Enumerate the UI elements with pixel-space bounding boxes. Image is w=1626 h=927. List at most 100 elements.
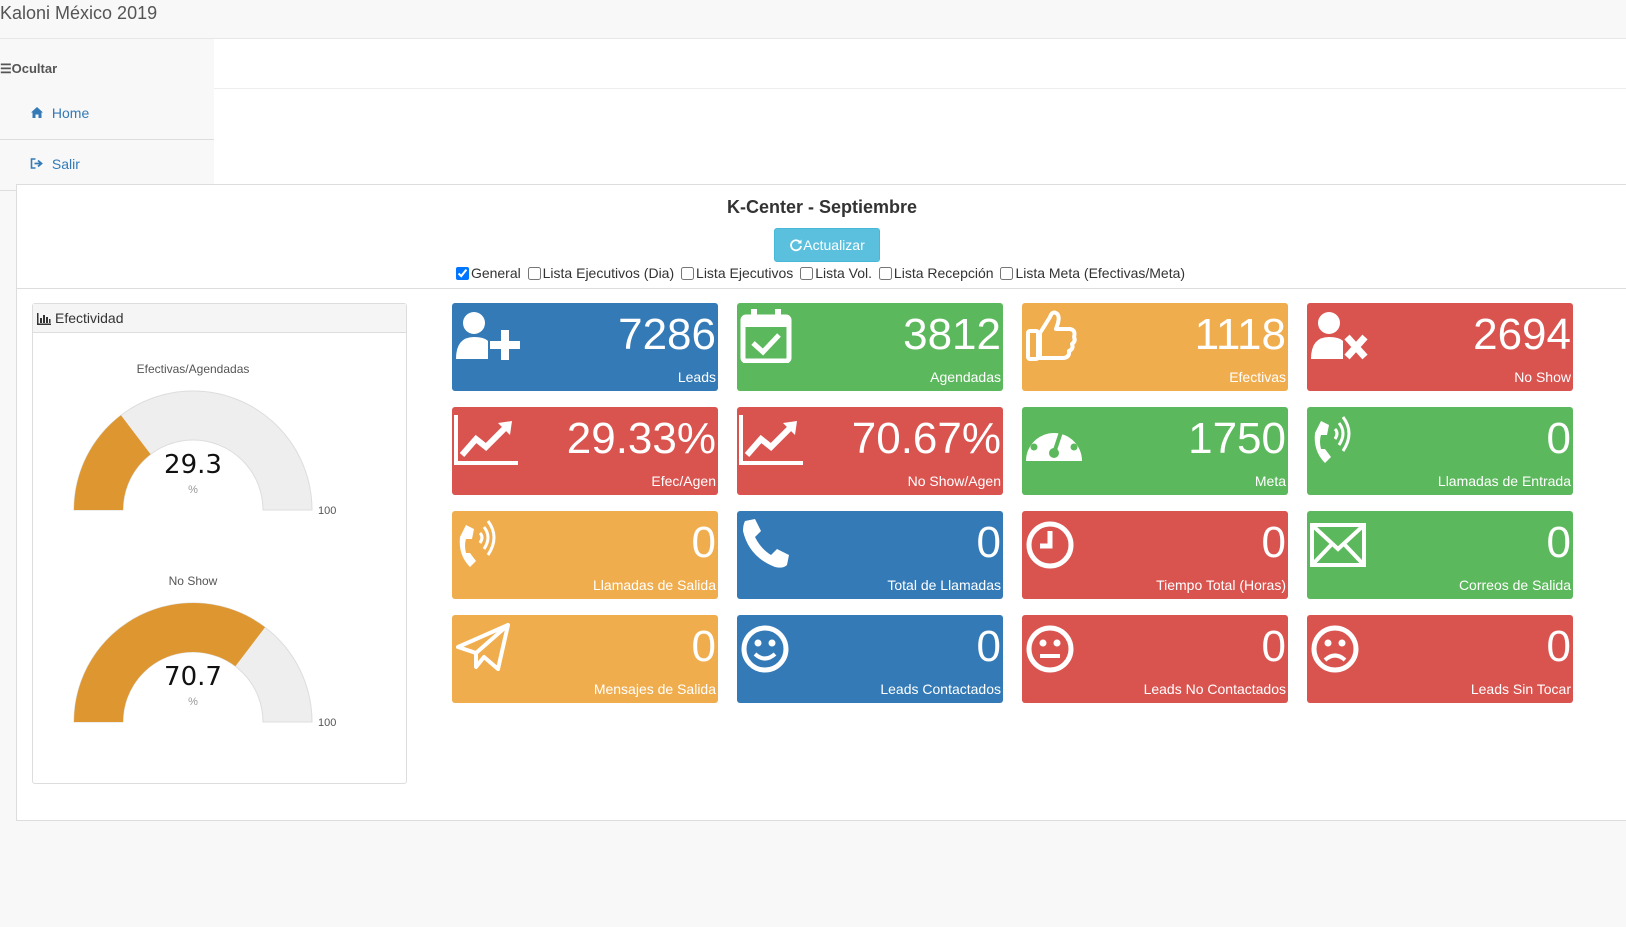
sidebar: ☰Ocultar Home Salir (0, 39, 214, 195)
gauge-unit: % (188, 484, 198, 496)
tile-label: Mensajes de Salida (593, 681, 716, 697)
tile-value: 0 (1546, 518, 1571, 567)
dashboard-panel: K-Center - Septiembre Actualizar General… (16, 184, 1626, 821)
tile-label: Leads Contactados (880, 681, 1001, 697)
tile-label: Tiempo Total (Horas) (1156, 577, 1286, 593)
efectividad-title: Efectividad (55, 310, 124, 326)
gauge-value: 29.3 (164, 450, 222, 480)
envelope-icon (1310, 523, 1366, 567)
tile-value: 1750 (1188, 414, 1286, 463)
meh-icon (1026, 625, 1074, 673)
divider (17, 288, 1626, 289)
tile-no-show[interactable]: 2694 No Show (1307, 303, 1573, 391)
tile-total-llamadas[interactable]: 0 Total de Llamadas (737, 511, 1003, 599)
tile-label: Meta (1254, 473, 1286, 489)
option-lista-ejecutivos-dia[interactable]: Lista Ejecutivos (Dia) (527, 265, 675, 281)
gauge-efectivas: Efectivas/Agendadas 29.3 % 100 (63, 362, 383, 542)
frown-icon (1311, 625, 1359, 673)
bar-chart-icon (37, 313, 51, 325)
top-navbar: Kaloni México 2019 (0, 0, 1626, 39)
sidebar-item-label: Home (51, 105, 90, 121)
tile-label: Llamadas de Salida (593, 577, 716, 593)
tile-tiempo-total[interactable]: 0 Tiempo Total (Horas) (1022, 511, 1288, 599)
tile-label: Total de Llamadas (887, 577, 1001, 593)
phone-volume-icon (1314, 416, 1351, 463)
tile-label: Leads No Contactados (1143, 681, 1286, 697)
line-chart-icon (739, 415, 803, 465)
sign-out-icon (30, 158, 43, 169)
tile-leads[interactable]: 7286 Leads (452, 303, 718, 391)
efectividad-header: Efectividad (33, 304, 406, 333)
tile-value: 0 (976, 622, 1001, 671)
gauge-track (73, 390, 313, 511)
gauge-max: 100 (318, 505, 337, 517)
gauge-value: 70.7 (164, 662, 222, 692)
page-title: K-Center - Septiembre (726, 197, 918, 217)
tile-meta[interactable]: 1750 Meta (1022, 407, 1288, 495)
sidebar-item-home[interactable]: Home (0, 89, 214, 140)
brand-title[interactable]: Kaloni México 2019 (0, 3, 158, 23)
refresh-label: Actualizar (803, 237, 865, 253)
sidebar-item-label: Salir (51, 156, 80, 172)
phone-icon (743, 519, 789, 568)
tile-leads-contactados[interactable]: 0 Leads Contactados (737, 615, 1003, 703)
tile-no-show-agen[interactable]: 70.67% No Show/Agen (737, 407, 1003, 495)
checkbox[interactable] (681, 267, 695, 280)
user-plus-icon (456, 312, 520, 360)
tile-efectivas[interactable]: 1118 Efectivas (1022, 303, 1288, 391)
tile-value: 0 (1261, 518, 1286, 567)
tile-label: No Show (1514, 369, 1571, 385)
user-times-icon (1311, 312, 1368, 360)
smile-icon (741, 625, 789, 673)
footer (0, 838, 1626, 927)
tile-value: 7286 (618, 310, 716, 359)
tile-label: Agendadas (930, 369, 1001, 385)
checkbox[interactable] (1000, 267, 1014, 280)
clock-icon (1026, 521, 1074, 569)
tile-efec-agen[interactable]: 29.33% Efec/Agen (452, 407, 718, 495)
tile-leads-no-contactados[interactable]: 0 Leads No Contactados (1022, 615, 1288, 703)
tile-label: Efectivas (1229, 369, 1286, 385)
tile-correos-salida[interactable]: 0 Correos de Salida (1307, 511, 1573, 599)
tile-value: 1118 (1194, 310, 1286, 359)
refresh-button[interactable]: Actualizar (774, 228, 880, 262)
tile-leads-sin-tocar[interactable]: 0 Leads Sin Tocar (1307, 615, 1573, 703)
calendar-check-icon (740, 309, 792, 363)
gauge-fill (74, 415, 151, 510)
option-label: Lista Ejecutivos (696, 265, 794, 281)
option-label: Lista Recepción (893, 265, 994, 281)
header-area (214, 39, 1626, 184)
checkbox[interactable] (527, 267, 541, 280)
tile-value: 0 (1546, 622, 1571, 671)
option-lista-ejecutivos[interactable]: Lista Ejecutivos (681, 265, 793, 281)
tile-value: 0 (976, 518, 1001, 567)
option-lista-meta[interactable]: Lista Meta (Efectivas/Meta) (1000, 265, 1185, 281)
tile-label: Correos de Salida (1458, 577, 1571, 593)
option-lista-vol[interactable]: Lista Vol. (800, 265, 872, 281)
tile-llamadas-salida[interactable]: 0 Llamadas de Salida (452, 511, 718, 599)
dashboard-icon (1026, 422, 1082, 461)
tile-label: Leads Sin Tocar (1470, 681, 1571, 697)
sidebar-toggle[interactable]: ☰Ocultar (0, 61, 58, 76)
option-lista-recepcion[interactable]: Lista Recepción (878, 265, 994, 281)
gauge-max: 100 (318, 717, 337, 729)
tile-agendadas[interactable]: 3812 Agendadas (737, 303, 1003, 391)
tile-value: 0 (691, 622, 716, 671)
checkbox[interactable] (800, 267, 814, 280)
gauge-arc (73, 390, 313, 511)
line-chart-icon (454, 415, 518, 465)
checkbox[interactable] (878, 267, 892, 280)
gauge-fill (74, 603, 266, 722)
option-general[interactable]: General (455, 265, 521, 281)
tile-value: 29.33% (566, 414, 716, 463)
checkbox[interactable] (455, 267, 469, 280)
tile-value: 0 (691, 518, 716, 567)
tile-label: Llamadas de Entrada (1437, 473, 1571, 489)
tile-label: Leads (677, 369, 716, 385)
tile-llamadas-entrada[interactable]: 0 Llamadas de Entrada (1307, 407, 1573, 495)
home-icon (31, 107, 43, 118)
tile-mensajes-salida[interactable]: 0 Mensajes de Salida (452, 615, 718, 703)
option-label: Lista Ejecutivos (Dia) (542, 265, 675, 281)
option-label: Lista Vol. (815, 265, 873, 281)
gauge-unit: % (188, 696, 198, 708)
